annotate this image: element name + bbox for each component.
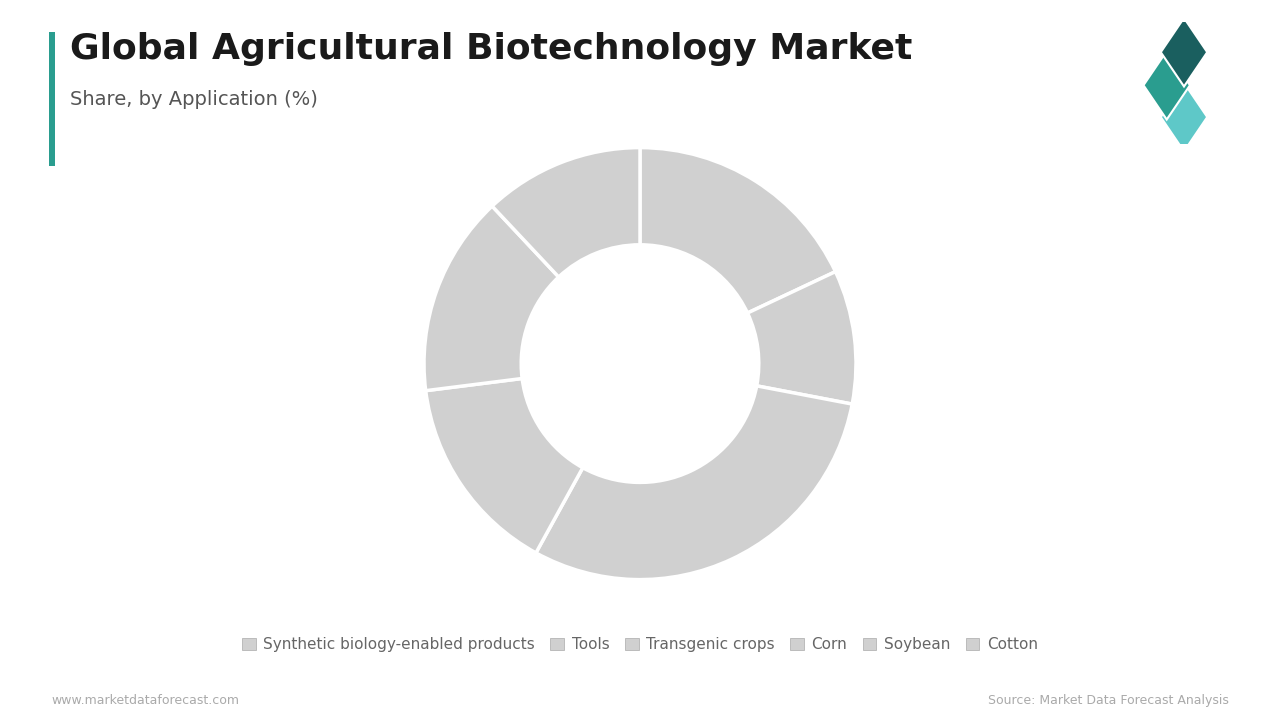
Wedge shape <box>426 379 582 553</box>
Polygon shape <box>1161 83 1207 151</box>
Text: Share, by Application (%): Share, by Application (%) <box>70 90 319 109</box>
Wedge shape <box>424 206 558 391</box>
Wedge shape <box>492 148 640 277</box>
Wedge shape <box>536 386 852 580</box>
Polygon shape <box>1143 51 1190 120</box>
Text: Global Agricultural Biotechnology Market: Global Agricultural Biotechnology Market <box>70 32 913 66</box>
Legend: Synthetic biology-enabled products, Tools, Transgenic crops, Corn, Soybean, Cott: Synthetic biology-enabled products, Tool… <box>236 631 1044 658</box>
Wedge shape <box>748 271 856 404</box>
Polygon shape <box>1161 18 1207 86</box>
Text: www.marketdataforecast.com: www.marketdataforecast.com <box>51 694 239 707</box>
Wedge shape <box>640 148 836 313</box>
Text: Source: Market Data Forecast Analysis: Source: Market Data Forecast Analysis <box>988 694 1229 707</box>
